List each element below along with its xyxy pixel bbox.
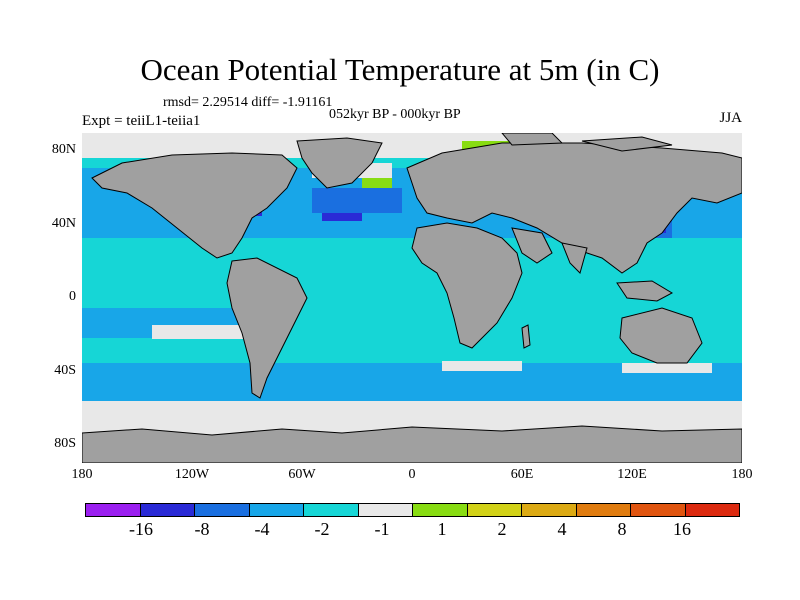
- colorbar-label: 4: [557, 519, 567, 539]
- colorbar-box-1: [86, 504, 141, 516]
- experiment-label: Expt = teiiL1-teiia1: [82, 113, 201, 129]
- lon-label-180w: 180: [71, 467, 93, 482]
- colorbar-label: -1: [374, 519, 390, 539]
- lat-label-40s: 40S: [54, 363, 76, 378]
- colorbar-label: -4: [254, 519, 270, 539]
- rmsd-diff-stats: rmsd= 2.29514 diff= -1.91161: [163, 95, 333, 110]
- lon-label-60w: 60W: [288, 467, 316, 482]
- colorbar: [85, 503, 740, 517]
- lat-label-80s: 80S: [54, 436, 76, 451]
- colorbar-box-9: [522, 504, 577, 516]
- lat-label-80n: 80N: [51, 142, 76, 157]
- colorbar-box-12: [685, 504, 739, 516]
- lon-label-180e: 180: [731, 467, 753, 482]
- lon-label-0: 0: [408, 467, 416, 482]
- lat-label-0: 0: [69, 289, 76, 304]
- colorbar-box-8: [467, 504, 522, 516]
- temperature-difference-map: [82, 133, 742, 463]
- colorbar-box-5: [304, 504, 359, 516]
- lon-label-120w: 120W: [174, 467, 210, 482]
- season-label: JJA: [719, 110, 742, 126]
- colorbar-box-10: [576, 504, 631, 516]
- colorbar-box-3: [195, 504, 250, 516]
- colorbar-label: -8: [194, 519, 210, 539]
- colorbar-label: -16: [129, 519, 153, 539]
- colorbar-box-2: [140, 504, 195, 516]
- land-masses: [82, 133, 742, 463]
- colorbar-label: 1: [437, 519, 447, 539]
- colorbar-label: 8: [617, 519, 627, 539]
- period-label: 052kyr BP - 000kyr BP: [329, 107, 461, 122]
- colorbar-box-6: [358, 504, 413, 516]
- lon-label-120e: 120E: [617, 467, 647, 482]
- lat-label-40n: 40N: [51, 216, 76, 231]
- plot-title: Ocean Potential Temperature at 5m (in C): [140, 52, 660, 87]
- lon-label-60e: 60E: [510, 467, 534, 482]
- colorbar-box-11: [631, 504, 686, 516]
- colorbar-label: -2: [314, 519, 330, 539]
- colorbar-box-4: [249, 504, 304, 516]
- colorbar-label: 16: [673, 519, 691, 539]
- colorbar-label: 2: [497, 519, 507, 539]
- colorbar-box-7: [413, 504, 468, 516]
